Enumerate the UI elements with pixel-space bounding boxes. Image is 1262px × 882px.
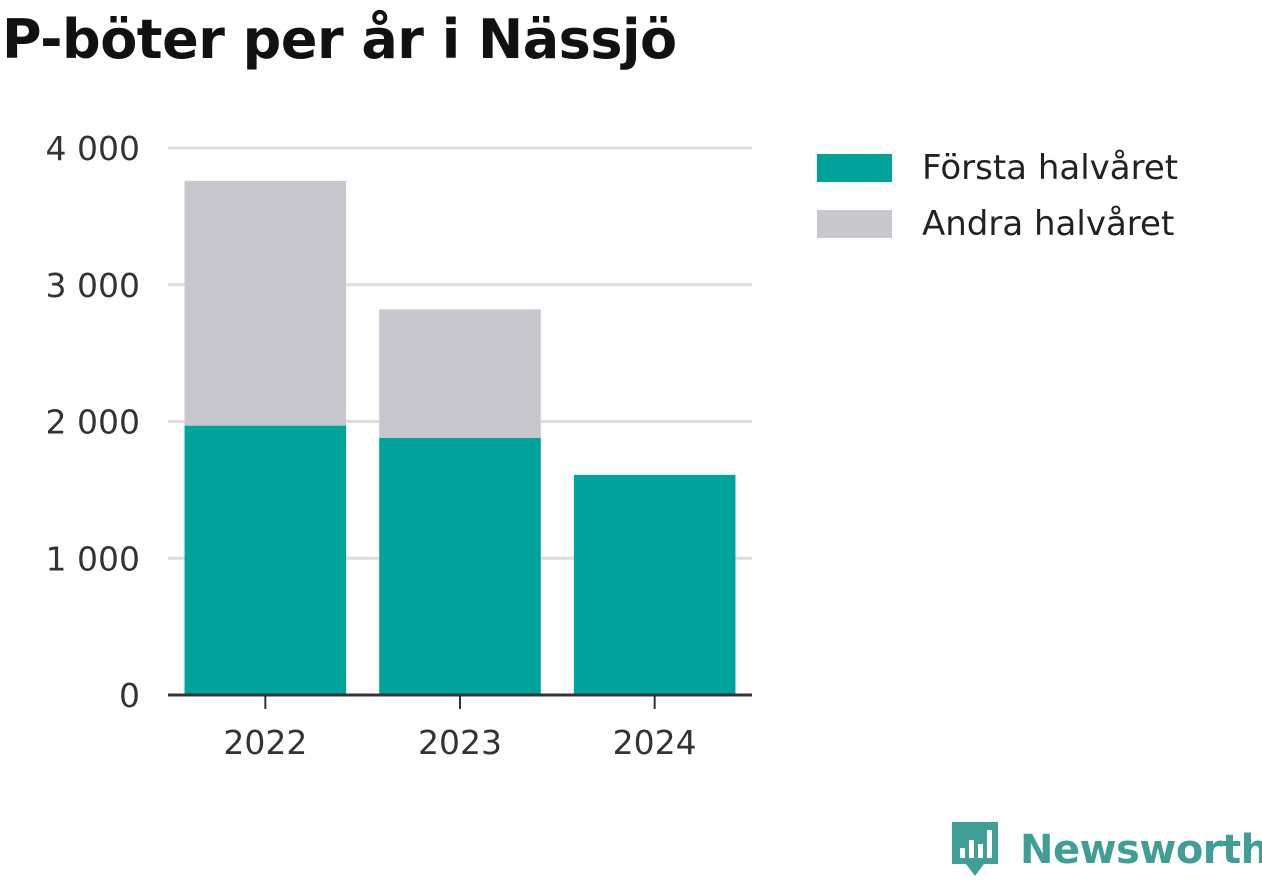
legend-swatch-second-half (817, 210, 892, 238)
x-tick-label: 2023 (418, 723, 502, 762)
bar-first-half (573, 474, 736, 695)
bar-second-half (379, 309, 541, 438)
bar-second-half (184, 180, 347, 426)
y-tick-label: 3 000 (46, 266, 140, 305)
brand-name: Newsworthy (1020, 827, 1262, 873)
y-axis-ticks: 0 1 000 2 000 3 000 4 000 (46, 129, 140, 715)
x-tick-label: 2022 (223, 723, 307, 762)
bars (184, 180, 736, 695)
newsworthy-logo-icon (950, 818, 1000, 882)
chart-title: P-böter per år i Nässjö (2, 8, 677, 71)
x-tick-label: 2024 (613, 723, 697, 762)
bar-first-half (184, 425, 347, 695)
legend-item-first-half: Första halvåret (817, 140, 1178, 196)
y-tick-label: 4 000 (46, 129, 140, 168)
legend-item-second-half: Andra halvåret (817, 196, 1178, 252)
brand-logo: Newsworthy (950, 818, 1262, 882)
legend-label-second-half: Andra halvåret (922, 204, 1175, 244)
y-tick-label: 1 000 (46, 539, 140, 578)
y-tick-label: 0 (119, 676, 140, 715)
x-axis-ticks: 2022 2023 2024 (223, 695, 697, 762)
legend-swatch-first-half (817, 154, 892, 182)
bar-first-half (379, 437, 541, 695)
legend: Första halvåret Andra halvåret (817, 140, 1178, 252)
y-tick-label: 2 000 (46, 403, 140, 442)
legend-label-first-half: Första halvåret (922, 148, 1179, 188)
